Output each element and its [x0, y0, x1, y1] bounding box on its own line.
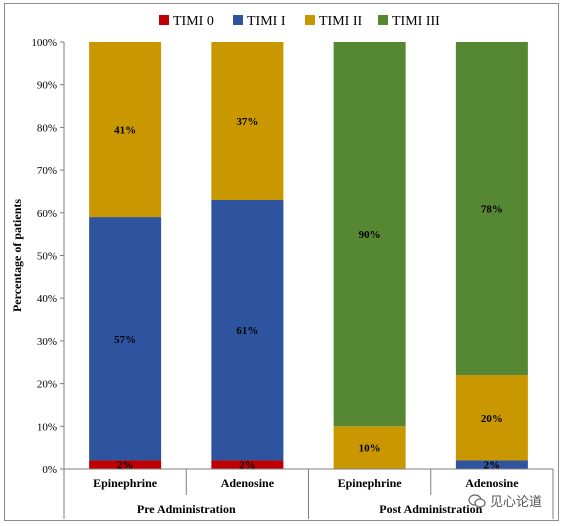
data-label: 20%	[481, 413, 503, 425]
y-tick-label: 0%	[42, 464, 57, 476]
legend: TIMI 0 TIMI I TIMI II TIMI III	[159, 14, 440, 29]
x-group-label: Pre Administration	[137, 502, 236, 516]
wechat-icon	[468, 493, 486, 508]
axes: 0% 10% 20% 30% 40% 50% 60% 70% 80% 90% 100% Percent…	[10, 37, 65, 476]
y-tick-label: 80%	[37, 122, 57, 134]
stacked-bar-chart: TIMI 0 TIMI I TIMI II TIMI III 0% 10% 20% 30% 4…	[10, 14, 554, 519]
bar-segment-2-timi-i	[211, 199, 284, 461]
y-tick-label: 30%	[37, 336, 57, 348]
y-tick-label: 100%	[31, 37, 57, 49]
legend-label-2: TIMI I	[247, 14, 286, 29]
x-category-label: Adenosine	[221, 476, 275, 490]
x-axis: Epinephrine Adenosine Epinephrine Adenosine…	[63, 468, 554, 519]
y-tick-label: 50%	[37, 251, 57, 263]
legend-label-3: TIMI II	[319, 14, 362, 29]
data-label: 90%	[359, 229, 381, 241]
bar-segment-1-timi-ii	[89, 42, 162, 218]
bar-segment-3-timi-ii	[333, 426, 406, 469]
y-tick-label: 70%	[37, 165, 57, 177]
bars	[89, 42, 528, 469]
y-axis-title: Percentage of patients	[10, 199, 24, 312]
data-label: 2%	[484, 460, 501, 472]
watermark-text: 见心论道	[489, 495, 542, 510]
data-label: 41%	[114, 125, 136, 137]
data-label: 2%	[117, 460, 134, 472]
data-label: 2%	[239, 460, 256, 472]
y-tick-label: 60%	[37, 208, 57, 220]
y-tick-label: 90%	[37, 80, 57, 92]
data-label: 37%	[236, 116, 258, 128]
legend-label-1: TIMI 0	[173, 14, 214, 29]
bar-segment-1-timi-0	[89, 460, 162, 469]
legend-swatch-2	[233, 15, 243, 25]
chart-frame: TIMI 0 TIMI I TIMI II TIMI III 0% 10% 20% 30% 4…	[4, 3, 559, 521]
legend-swatch-4	[378, 15, 388, 25]
bar-segment-4-timi-i	[455, 460, 528, 469]
data-label: 10%	[359, 443, 381, 455]
data-label: 61%	[236, 325, 258, 337]
bar-segment-2-timi-0	[211, 460, 284, 469]
y-tick-label: 20%	[37, 379, 57, 391]
bar-segment-4-timi-iii	[455, 42, 528, 376]
data-label: 57%	[114, 334, 136, 346]
watermark: 见心论道	[468, 491, 542, 510]
x-group-label: Post Administration	[379, 502, 482, 516]
y-tick-label: 40%	[37, 293, 57, 305]
bar-segment-3-timi-iii	[333, 42, 406, 427]
data-labels: 2% 57% 41% 2% 61% 37% 10% 90% 2% 20% 78%	[114, 116, 503, 472]
bar-segment-4-timi-ii	[455, 375, 528, 461]
bar-segment-2-timi-ii	[211, 42, 284, 200]
bar-segment-1-timi-i	[89, 217, 162, 461]
legend-swatch-1	[159, 15, 169, 25]
data-label: 78%	[481, 204, 503, 216]
legend-label-4: TIMI III	[392, 14, 440, 29]
x-category-label: Adenosine	[465, 476, 519, 490]
y-tick-label: 10%	[37, 421, 57, 433]
legend-swatch-3	[305, 15, 315, 25]
x-category-label: Epinephrine	[338, 476, 403, 490]
x-category-label: Epinephrine	[93, 476, 158, 490]
